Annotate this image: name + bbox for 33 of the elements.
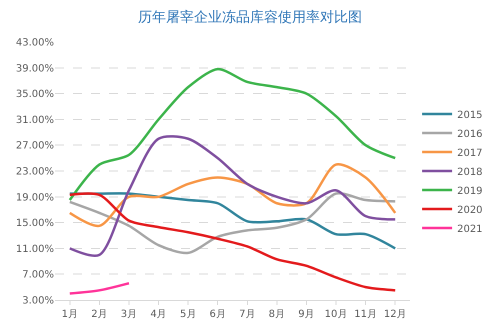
x-tick-label: 8月 bbox=[268, 309, 286, 320]
line-series bbox=[68, 163, 396, 228]
legend-label: 2018 bbox=[457, 166, 483, 178]
x-tick-label: 7月 bbox=[239, 309, 256, 320]
line-series bbox=[68, 68, 396, 202]
x-tick-label: 12月 bbox=[384, 309, 407, 320]
y-tick-label: 19.00% bbox=[16, 192, 54, 204]
y-tick-label: 39.00% bbox=[16, 63, 54, 74]
x-tick-label: 9月 bbox=[298, 309, 315, 320]
x-tick-label: 5月 bbox=[180, 309, 196, 320]
legend-label: 2021 bbox=[457, 224, 483, 235]
x-tick-label: 3月 bbox=[120, 309, 138, 320]
legend-label: 2017 bbox=[457, 148, 483, 159]
legend-label: 2020 bbox=[457, 204, 483, 216]
y-tick-label: 35.00% bbox=[16, 89, 54, 100]
legend-label: 2016 bbox=[457, 128, 483, 140]
y-tick-label: 15.00% bbox=[16, 218, 54, 230]
x-tick-label: 11月 bbox=[354, 309, 377, 320]
y-tick-label: 3.00% bbox=[22, 296, 54, 306]
x-tick-label: 4月 bbox=[150, 309, 167, 320]
y-tick-label: 7.00% bbox=[22, 270, 54, 281]
y-tick-label: 11.00% bbox=[16, 244, 54, 255]
y-tick-label: 27.00% bbox=[16, 140, 54, 152]
y-tick-label: 31.00% bbox=[16, 114, 54, 126]
chart-title: 历年屠宰企业冻品库容使用率对比图 bbox=[138, 10, 362, 26]
legend-label: 2015 bbox=[457, 110, 483, 121]
y-tick-label: 43.00% bbox=[16, 38, 54, 48]
x-tick-label: 6月 bbox=[210, 309, 226, 320]
x-tick-label: 10月 bbox=[324, 309, 348, 320]
x-tick-label: 2月 bbox=[91, 309, 108, 320]
y-tick-label: 23.00% bbox=[16, 166, 54, 178]
legend-label: 2019 bbox=[457, 186, 483, 197]
x-tick-label: 1月 bbox=[62, 309, 78, 320]
